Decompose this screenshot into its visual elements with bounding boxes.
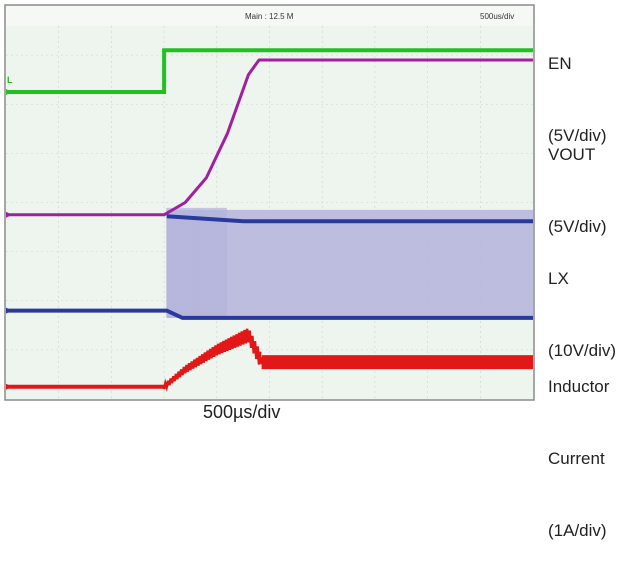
label-current: Inductor Current (1A/div) [548, 327, 609, 567]
lx-upper-trace [166, 214, 533, 224]
traces [6, 48, 534, 393]
oscilloscope-screen: Main : 12.5 M 500us/div L [4, 4, 535, 401]
time-caption: 500µs/div [203, 402, 281, 422]
inductor-current-ripple [162, 328, 262, 393]
inductor-current-steady-band [261, 355, 533, 370]
trigger-marker: L [7, 75, 13, 85]
top-bar [6, 6, 533, 26]
lx-switching-envelope [166, 209, 534, 318]
channel-ground-marker [6, 88, 12, 95]
label-lx-scale: (10V/div) [548, 341, 617, 360]
channel-ground-marker [6, 383, 12, 390]
grid [6, 6, 533, 399]
label-lx-name: LX [548, 269, 569, 288]
lx-trace [6, 308, 533, 320]
en-trace [6, 48, 533, 94]
label-vout-name: VOUT [548, 145, 596, 164]
label-current-scale: (1A/div) [548, 521, 607, 540]
label-vout: VOUT (5V/div) [548, 95, 607, 263]
label-en-scale: (5V/div) [548, 126, 607, 145]
label-en-name: EN [548, 54, 572, 73]
channel-markers [6, 88, 12, 390]
vout-trace [6, 58, 533, 217]
label-vout-scale: (5V/div) [548, 217, 607, 236]
channel-ground-marker [6, 211, 12, 218]
channel-ground-marker [6, 307, 12, 314]
label-lx: LX (10V/div) [548, 219, 616, 387]
label-current-name-2: Current [548, 449, 605, 468]
label-current-name: Inductor [548, 377, 610, 396]
main-readout: Main : 12.5 M [245, 12, 294, 21]
label-en: EN (5V/div) [548, 4, 607, 172]
timebase-readout: 500us/div [480, 12, 514, 21]
